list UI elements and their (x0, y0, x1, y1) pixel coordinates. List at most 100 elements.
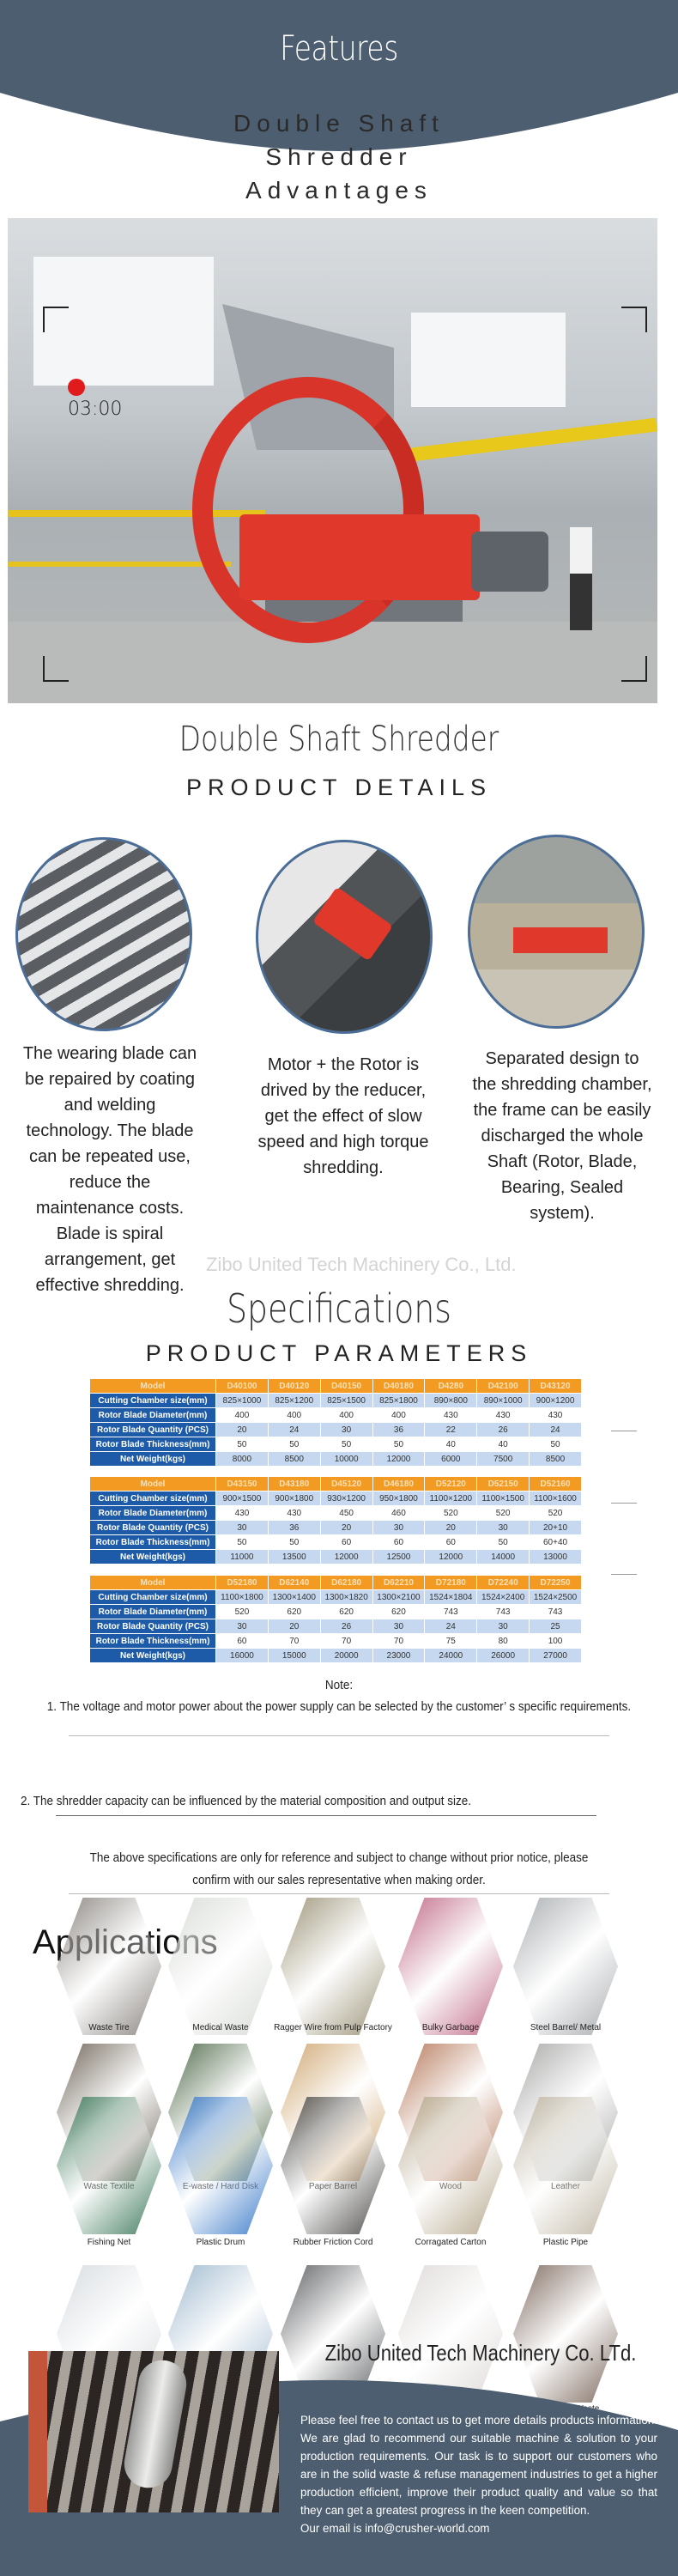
railing (8, 510, 265, 517)
table-row: Rotor Blade Quantity (PCS) 20 24 30 36 22 26 24 (89, 1422, 582, 1437)
header-band (0, 0, 678, 151)
table-row: Rotor Blade Diameter(mm) 400 400 400 400 430 4… (89, 1407, 582, 1423)
table-cell: 60 (372, 1534, 426, 1550)
row-label: Rotor Blade Quantity (PCS) (89, 1520, 216, 1535)
table-cell: 7500 (476, 1451, 530, 1467)
note-heading: Note: (324, 1678, 354, 1692)
application-label: Medical Waste (192, 2023, 249, 2032)
table-cell: 70 (267, 1633, 321, 1649)
application-label: Ragger Wire from Pulp Factory (274, 2023, 392, 2032)
model-cell: D62140 (267, 1575, 321, 1590)
row-label: Rotor Blade Quantity (PCS) (89, 1422, 216, 1437)
table-cell: 20 (319, 1520, 373, 1535)
table-row: Cutting Chamber size(mm) 1100×1800 1300×14… (89, 1589, 582, 1605)
table-cell: 20000 (319, 1648, 373, 1663)
table-row: Rotor Blade Quantity (PCS) 30 20 26 30 24 30 25 (89, 1619, 582, 1634)
table-row: Rotor Blade Diameter(mm) 520 620 620 620 743 7… (89, 1604, 582, 1619)
model-cell: D52150 (476, 1476, 530, 1492)
frame-corner-icon (621, 656, 647, 682)
model-cell: D46180 (372, 1476, 426, 1492)
application-image (513, 1898, 618, 2035)
application-image (398, 2097, 503, 2234)
table-cell: 15000 (267, 1648, 321, 1663)
application-image (168, 1898, 273, 2035)
table-cell: 24000 (424, 1648, 478, 1663)
company-name: Zibo United Tech Machinery Co. LTd. (324, 2340, 637, 2366)
divider (69, 1735, 609, 1736)
table-cell: 70 (372, 1633, 426, 1649)
machine-body (239, 514, 480, 600)
material-roll (120, 2356, 191, 2492)
frame-corner-icon (621, 307, 647, 332)
table-cell: 400 (215, 1407, 269, 1423)
table-row: Rotor Blade Thickness(mm) 60 70 70 70 75 80 100 (89, 1633, 582, 1649)
table-cell: 80 (476, 1633, 530, 1649)
application-label: Plastic Drum (196, 2238, 245, 2247)
table-cell: 430 (529, 1407, 582, 1423)
spec-table: Model D40100 D40120 D40150 D40180 D4280 D42100… (89, 1378, 582, 1467)
contact-text: Please feel free to contact us to get mo… (300, 2411, 657, 2537)
motor (471, 532, 548, 592)
table-cell: 12500 (372, 1549, 426, 1564)
application-image (513, 2265, 618, 2403)
table-cell: 12000 (424, 1549, 478, 1564)
model-cell: D43120 (529, 1378, 582, 1394)
application-image (398, 2265, 503, 2403)
table-cell: 10000 (319, 1451, 373, 1467)
application-image (513, 2097, 618, 2234)
table-cell: 400 (267, 1407, 321, 1423)
table-cell: 1100×1800 (215, 1589, 269, 1605)
table-cell: 900×1500 (215, 1491, 269, 1506)
row-label: Cutting Chamber size(mm) (89, 1491, 216, 1506)
window (33, 257, 214, 386)
shredder-blades-image (28, 2351, 279, 2512)
table-cell: 8500 (267, 1451, 321, 1467)
table-cell: 26 (476, 1422, 530, 1437)
application-image (281, 2265, 385, 2403)
table-row: Model D40100 D40120 D40150 D40180 D4280 D42100… (89, 1378, 582, 1394)
table-cell: 900×1200 (529, 1393, 582, 1408)
table-cell: 12000 (372, 1451, 426, 1467)
table-cell: 50 (319, 1437, 373, 1452)
application-label: Fishing Net (87, 2238, 131, 2247)
row-label: Net Weight(kgs) (89, 1648, 216, 1663)
rotor (513, 927, 608, 953)
table-cell: 1300×2100 (372, 1589, 426, 1605)
application-image (57, 2097, 161, 2234)
shredder-video[interactable]: 03:00 (8, 218, 657, 703)
product-title: Double Shaft Shredder (179, 720, 499, 759)
frame-image (468, 835, 645, 1029)
table-cell: 60 (319, 1534, 373, 1550)
row-label: Model (89, 1575, 216, 1590)
table-cell: 620 (372, 1604, 426, 1619)
table-row: Cutting Chamber size(mm) 900×1500 900×1800… (89, 1491, 582, 1506)
table-cell: 460 (372, 1505, 426, 1521)
table-cell: 825×1500 (319, 1393, 373, 1408)
table-cell: 16000 (215, 1648, 269, 1663)
table-cell: 40 (424, 1437, 478, 1452)
table-cell: 890×1000 (476, 1393, 530, 1408)
table-cell: 11000 (215, 1549, 269, 1564)
detail-text-blade: The wearing blade can be repaired by coa… (22, 1044, 197, 1295)
row-label: Rotor Blade Diameter(mm) (89, 1604, 216, 1619)
table-cell: 75 (424, 1633, 478, 1649)
application-label: Waste Tire (88, 2023, 130, 2032)
table-cell: 30 (372, 1520, 426, 1535)
product-details-heading: PRODUCT DETAILS (185, 775, 493, 800)
table-cell: 430 (267, 1505, 321, 1521)
watermark: Zibo United Tech Machinery Co., Ltd. (206, 1254, 517, 1275)
table-cell: 13500 (267, 1549, 321, 1564)
contact-email[interactable]: Our email is info@crusher-world.com (300, 2522, 490, 2535)
specifications-title: Specifications (227, 1285, 451, 1332)
table-cell: 27000 (529, 1648, 582, 1663)
table-cell: 36 (267, 1520, 321, 1535)
table-row: Net Weight(kgs) 11000 13500 12000 12500 12000… (89, 1549, 582, 1564)
table-cell: 1100×1500 (476, 1491, 530, 1506)
application-label: Steel Barrel/ Metal (530, 2023, 602, 2032)
detail-text-motor: Motor + the Rotor is drived by the reduc… (257, 1055, 429, 1177)
row-label: Net Weight(kgs) (89, 1549, 216, 1564)
table-cell: 950×1800 (372, 1491, 426, 1506)
table-cell: 430 (476, 1407, 530, 1423)
row-label: Net Weight(kgs) (89, 1451, 216, 1467)
advantages-line: Shredder (265, 143, 413, 170)
